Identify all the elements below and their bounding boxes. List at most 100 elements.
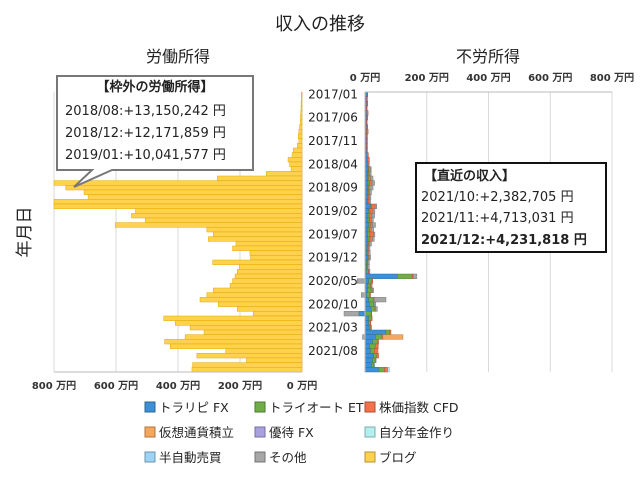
left-x-tick-label: 400 万円	[156, 380, 200, 392]
income-bar-株価指数-CFD	[371, 325, 372, 330]
income-bar-トラリピ-FX	[365, 335, 376, 340]
income-bar-株価指数-CFD	[367, 139, 368, 144]
income-bar-その他	[369, 251, 371, 256]
blog-bar	[233, 279, 302, 284]
blog-bar	[237, 307, 302, 312]
blog-bar	[200, 297, 302, 302]
blog-bar	[164, 316, 302, 321]
left-callout-line: 2018/12:+12,171,859 円	[65, 126, 226, 141]
blog-bar	[293, 148, 302, 153]
y-tick-label: 2021/08	[308, 344, 358, 358]
income-bar-トラリピ-FX	[365, 316, 369, 321]
income-bar-株価指数-CFD	[370, 218, 372, 223]
income-bar-その他	[375, 307, 377, 312]
income-bar-トライオート-ETF	[369, 279, 372, 284]
income-bar-株価指数-CFD	[367, 92, 368, 97]
income-bar-トライオート-ETF	[386, 330, 390, 335]
income-bar-株価指数-CFD	[377, 353, 379, 358]
income-bar-株価指数-CFD	[367, 134, 368, 139]
income-bar-株価指数-CFD	[390, 330, 391, 335]
income-bar-トラリピ-FX	[365, 325, 369, 330]
blog-bar	[204, 330, 302, 335]
blog-bar	[54, 204, 302, 209]
legend-label: 半自動売買	[159, 450, 222, 465]
income-bar-株価指数-CFD	[370, 181, 372, 186]
income-bar-その他	[369, 246, 370, 251]
blog-bar	[239, 265, 302, 270]
income-bar-株価指数-CFD	[367, 143, 368, 148]
income-bar-その他	[374, 297, 386, 302]
blog-bar	[190, 325, 302, 330]
income-bar-その他	[370, 241, 372, 246]
income-bar-株価指数-CFD	[367, 157, 369, 162]
income-bar-その他	[373, 209, 375, 214]
income-bar-トライオート-ETF	[370, 344, 376, 349]
income-bar-トライオート-ETF	[369, 302, 373, 307]
right-x-tick-label: 800 万円	[590, 72, 634, 84]
income-bar-トライオート-ETF	[373, 339, 378, 344]
income-bar-その他	[371, 283, 372, 288]
income-bar-トライオート-ETF	[371, 349, 375, 354]
legend-swatch	[365, 402, 375, 412]
income-bar-その他	[370, 185, 373, 190]
income-bar-株価指数-CFD	[367, 120, 368, 125]
legend-swatch	[145, 452, 155, 462]
income-bar-トライオート-ETF	[376, 335, 382, 340]
blog-bar	[292, 153, 302, 158]
income-bar-その他	[372, 288, 373, 293]
income-bar-その他	[372, 223, 375, 228]
income-bar-トラリピ-FX	[365, 349, 371, 354]
right-x-tick-label: 400 万円	[466, 72, 510, 84]
income-bar-その他	[375, 204, 377, 209]
income-bar-トライオート-ETF	[368, 283, 370, 288]
left-callout-line: 2018/08:+13,150,242 円	[65, 104, 226, 119]
income-bar-自分年金作り	[388, 367, 390, 372]
legend-label: 株価指数 CFD	[379, 400, 459, 415]
y-tick-label: 2019/12	[308, 251, 358, 265]
blog-bar	[288, 157, 302, 162]
blog-bar	[84, 190, 302, 195]
blog-bar	[300, 120, 302, 125]
left-x-tick-label: 200 万円	[218, 380, 262, 392]
blog-bar	[301, 111, 302, 116]
income-bar-株価指数-CFD	[367, 101, 368, 106]
legend-item: 自分年金作り	[365, 425, 454, 440]
income-bar-その他	[374, 302, 376, 307]
income-bar-株価指数-CFD	[372, 279, 373, 284]
income-bar-株価指数-CFD	[370, 232, 374, 237]
income-bar-株価指数-CFD	[370, 237, 372, 242]
blog-bar	[88, 195, 302, 200]
income-bar-株価指数-CFD	[371, 223, 373, 228]
legend-item: その他	[255, 450, 307, 465]
income-bar-トラリピ-FX	[365, 321, 369, 326]
blog-bar	[197, 353, 302, 358]
blog-bar	[301, 101, 302, 106]
right-callout-highlight: 2021/12:+4,231,818 円	[421, 233, 587, 248]
left-callout: 【枠外の労働所得】 2018/08:+13,150,242 円 2018/12:…	[57, 76, 253, 187]
right-callout: 【直近の収入】 2021/10:+2,382,705 円 2021/11:+4,…	[416, 163, 606, 252]
blog-bar	[193, 363, 302, 368]
income-bar-その他	[369, 195, 371, 200]
income-bar-株価指数-CFD	[377, 339, 378, 344]
income-bar-その他	[369, 199, 370, 204]
y-tick-label: 2021/03	[308, 321, 358, 335]
y-axis-label: 年月日	[15, 207, 35, 258]
income-bar-トラリピ-FX	[365, 330, 386, 335]
income-bar-トライオート-ETF	[397, 274, 412, 279]
left-callout-title: 【枠外の労働所得】	[96, 79, 213, 95]
blog-bar	[213, 260, 302, 265]
income-bar-トラリピ-FX	[359, 311, 365, 316]
blog-bar	[218, 302, 302, 307]
income-bar-株価指数-CFD	[367, 153, 368, 158]
blog-bar	[251, 255, 302, 260]
income-bar-トラリピ-FX	[365, 307, 371, 312]
income-bar-トライオート-ETF	[369, 223, 371, 228]
legend-item: 仮想通貨積立	[145, 425, 234, 440]
right-x-tick-label: 600 万円	[528, 72, 572, 84]
blog-bar	[266, 171, 302, 176]
blog-bar	[301, 92, 302, 97]
legend-label: 優待 FX	[269, 425, 314, 440]
income-bar-株価指数-CFD	[371, 311, 372, 316]
